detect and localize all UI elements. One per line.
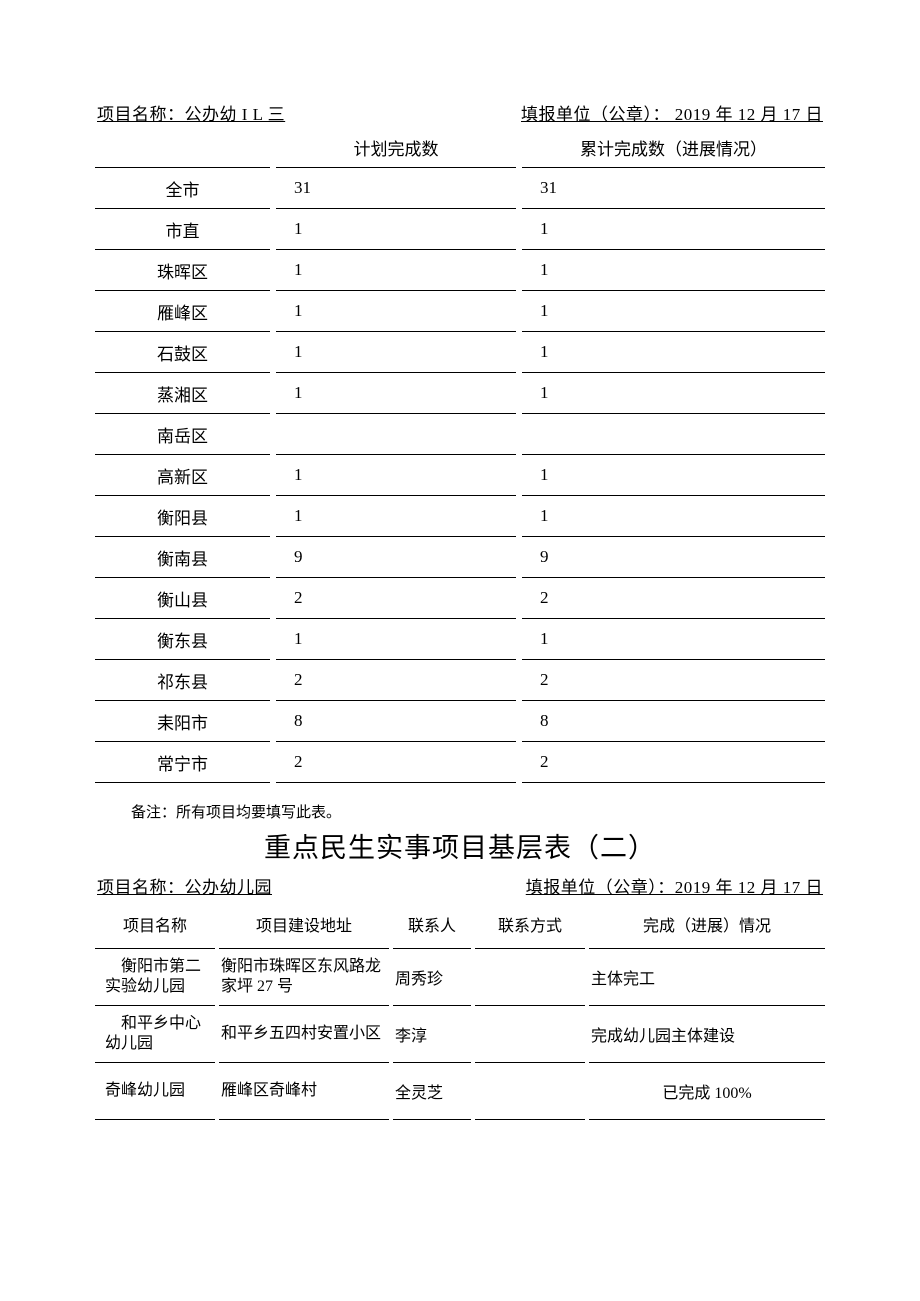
done-cell: 1 bbox=[522, 209, 825, 250]
table2-title: 重点民生实事项目基层表（二） bbox=[95, 826, 825, 865]
project-detail-table: 项目名称 项目建设地址 联系人 联系方式 完成（进展）情况 衡阳市第二实验幼儿园… bbox=[95, 900, 825, 1120]
table1-report-unit: 填报单位（公章）： 2019 年 12 月 17 日 bbox=[521, 100, 823, 125]
contact-info-cell bbox=[475, 1006, 585, 1063]
table1-header-row: 计划完成数 累计完成数（进展情况） bbox=[95, 127, 825, 168]
contact-person-cell: 李淳 bbox=[393, 1006, 471, 1063]
table-row: 衡阳市第二实验幼儿园衡阳市珠晖区东风路龙家坪 27 号周秀珍 主体完工 bbox=[95, 949, 825, 1006]
status-cell: 主体完工 bbox=[589, 949, 825, 1006]
done-cell: 31 bbox=[522, 168, 825, 209]
done-cell: 2 bbox=[522, 660, 825, 701]
table2-project-name: 项目名称：公办幼儿园 bbox=[97, 873, 272, 898]
done-cell: 1 bbox=[522, 373, 825, 414]
table-row: 衡山县22 bbox=[95, 578, 825, 619]
done-cell: 2 bbox=[522, 742, 825, 783]
status-cell: 完成幼儿园主体建设 bbox=[589, 1006, 825, 1063]
table-row: 祁东县22 bbox=[95, 660, 825, 701]
table2-col-name: 项目名称 bbox=[95, 900, 215, 949]
done-cell: 2 bbox=[522, 578, 825, 619]
contact-info-cell bbox=[475, 949, 585, 1006]
done-cell: 1 bbox=[522, 291, 825, 332]
region-cell: 珠晖区 bbox=[95, 250, 270, 291]
table1-col-plan: 计划完成数 bbox=[276, 127, 516, 168]
table2-col-contact: 联系方式 bbox=[475, 900, 585, 949]
region-cell: 雁峰区 bbox=[95, 291, 270, 332]
plan-cell: 2 bbox=[276, 742, 516, 783]
region-cell: 蒸湘区 bbox=[95, 373, 270, 414]
address-cell: 雁峰区奇峰村 bbox=[219, 1063, 389, 1120]
done-cell: 1 bbox=[522, 332, 825, 373]
table2-col-status: 完成（进展）情况 bbox=[589, 900, 825, 949]
done-cell: 1 bbox=[522, 496, 825, 537]
table2-col-person: 联系人 bbox=[393, 900, 471, 949]
table1-col-region bbox=[95, 127, 270, 168]
table-row: 衡东县11 bbox=[95, 619, 825, 660]
table-row: 常宁市22 bbox=[95, 742, 825, 783]
table-row: 耒阳市88 bbox=[95, 701, 825, 742]
status-cell: 已完成 100% bbox=[589, 1063, 825, 1120]
table2-header-row: 项目名称 项目建设地址 联系人 联系方式 完成（进展）情况 bbox=[95, 900, 825, 949]
done-cell: 1 bbox=[522, 455, 825, 496]
address-cell: 和平乡五四村安置小区 bbox=[219, 1006, 389, 1063]
table-row: 衡南县99 bbox=[95, 537, 825, 578]
address-cell: 衡阳市珠晖区东风路龙家坪 27 号 bbox=[219, 949, 389, 1006]
table-row: 高新区11 bbox=[95, 455, 825, 496]
plan-cell: 1 bbox=[276, 291, 516, 332]
plan-cell: 2 bbox=[276, 578, 516, 619]
region-cell: 市直 bbox=[95, 209, 270, 250]
document-page: 项目名称：公办幼 I L 三 填报单位（公章）： 2019 年 12 月 17 … bbox=[0, 0, 920, 1160]
contact-person-cell: 全灵芝 bbox=[393, 1063, 471, 1120]
plan-cell: 9 bbox=[276, 537, 516, 578]
note-text: 备注：所有项目均要填写此表。 bbox=[131, 801, 825, 822]
done-cell bbox=[522, 414, 825, 455]
table-row: 市直11 bbox=[95, 209, 825, 250]
table-row: 珠晖区11 bbox=[95, 250, 825, 291]
table1-project-name: 项目名称：公办幼 I L 三 bbox=[97, 100, 285, 125]
table-row: 全市3131 bbox=[95, 168, 825, 209]
contact-info-cell bbox=[475, 1063, 585, 1120]
table-row: 衡阳县11 bbox=[95, 496, 825, 537]
region-cell: 衡阳县 bbox=[95, 496, 270, 537]
region-cell: 常宁市 bbox=[95, 742, 270, 783]
plan-cell: 1 bbox=[276, 373, 516, 414]
done-cell: 9 bbox=[522, 537, 825, 578]
plan-cell: 2 bbox=[276, 660, 516, 701]
region-cell: 祁东县 bbox=[95, 660, 270, 701]
project-name-cell: 衡阳市第二实验幼儿园 bbox=[95, 949, 215, 1006]
table-row: 南岳区 bbox=[95, 414, 825, 455]
contact-person-cell: 周秀珍 bbox=[393, 949, 471, 1006]
region-cell: 衡南县 bbox=[95, 537, 270, 578]
table2-report-unit: 填报单位（公章）：2019 年 12 月 17 日 bbox=[526, 873, 823, 898]
plan-cell: 1 bbox=[276, 332, 516, 373]
project-name-cell: 和平乡中心幼儿园 bbox=[95, 1006, 215, 1063]
done-cell: 1 bbox=[522, 619, 825, 660]
done-cell: 8 bbox=[522, 701, 825, 742]
done-cell: 1 bbox=[522, 250, 825, 291]
plan-cell: 31 bbox=[276, 168, 516, 209]
region-cell: 耒阳市 bbox=[95, 701, 270, 742]
region-cell: 南岳区 bbox=[95, 414, 270, 455]
table1-col-done: 累计完成数（进展情况） bbox=[522, 127, 825, 168]
table1-header-line: 项目名称：公办幼 I L 三 填报单位（公章）： 2019 年 12 月 17 … bbox=[95, 100, 825, 125]
plan-cell bbox=[276, 414, 516, 455]
plan-cell: 1 bbox=[276, 250, 516, 291]
table-row: 雁峰区11 bbox=[95, 291, 825, 332]
plan-cell: 1 bbox=[276, 209, 516, 250]
plan-cell: 1 bbox=[276, 619, 516, 660]
table-row: 蒸湘区11 bbox=[95, 373, 825, 414]
region-cell: 衡东县 bbox=[95, 619, 270, 660]
table-row: 石鼓区11 bbox=[95, 332, 825, 373]
plan-cell: 1 bbox=[276, 496, 516, 537]
plan-cell: 8 bbox=[276, 701, 516, 742]
region-cell: 衡山县 bbox=[95, 578, 270, 619]
project-name-cell: 奇峰幼儿园 bbox=[95, 1063, 215, 1120]
region-cell: 高新区 bbox=[95, 455, 270, 496]
table-row: 和平乡中心幼儿园和平乡五四村安置小区李淳 完成幼儿园主体建设 bbox=[95, 1006, 825, 1063]
table-row: 奇峰幼儿园雁峰区奇峰村全灵芝 已完成 100% bbox=[95, 1063, 825, 1120]
region-cell: 全市 bbox=[95, 168, 270, 209]
table2-header-line: 项目名称：公办幼儿园 填报单位（公章）：2019 年 12 月 17 日 bbox=[95, 873, 825, 898]
table2-col-addr: 项目建设地址 bbox=[219, 900, 389, 949]
region-cell: 石鼓区 bbox=[95, 332, 270, 373]
plan-cell: 1 bbox=[276, 455, 516, 496]
completion-summary-table: 计划完成数 累计完成数（进展情况） 全市3131市直11珠晖区11雁峰区11石鼓… bbox=[95, 127, 825, 783]
